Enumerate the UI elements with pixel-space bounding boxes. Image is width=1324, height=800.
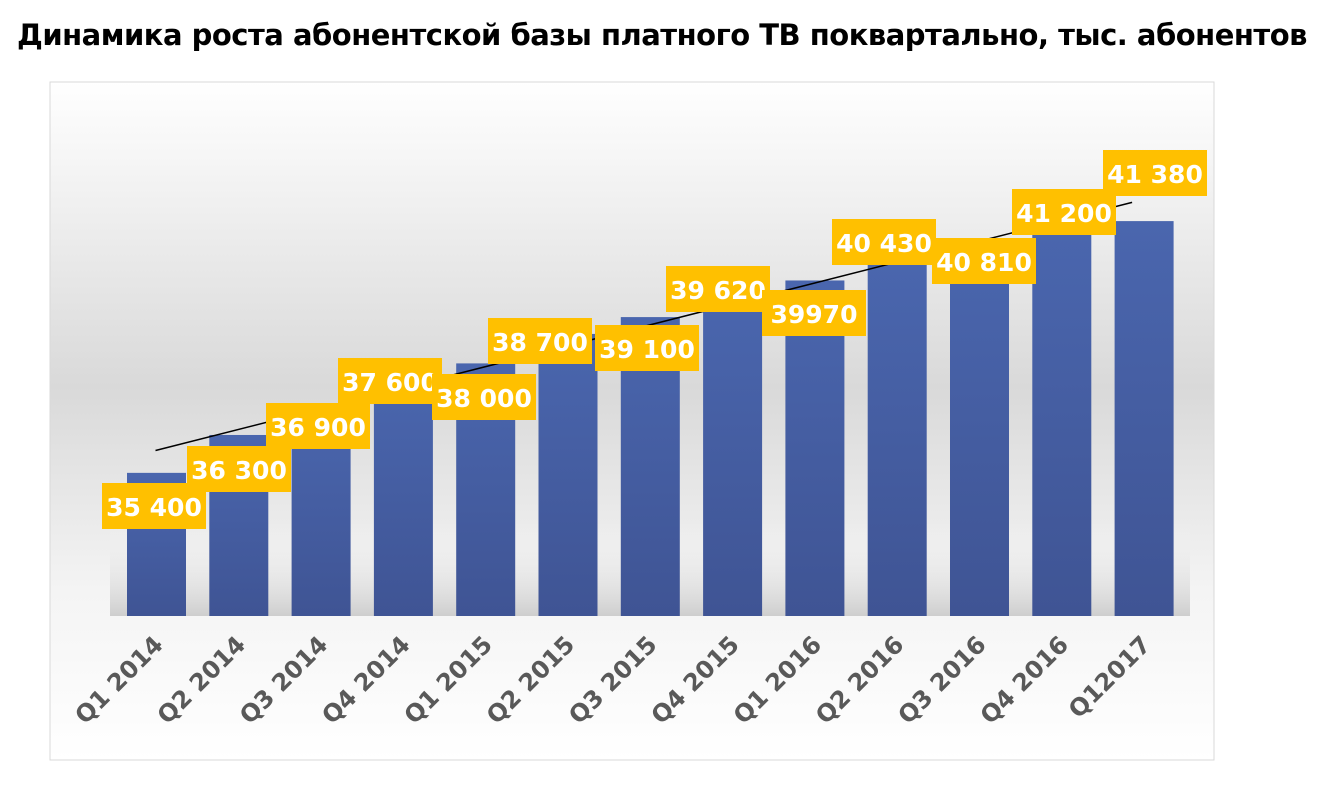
bar-q2-2016: [867, 261, 927, 616]
data-label-box: [187, 446, 291, 492]
data-label-text: 36 300: [191, 456, 287, 485]
data-label: 38 000: [432, 374, 536, 420]
data-label-box: [266, 403, 370, 449]
data-label-text: 41 380: [1107, 160, 1203, 189]
data-label-text: 41 200: [1016, 199, 1112, 228]
data-label-box: [932, 238, 1036, 284]
data-label-box: [666, 266, 770, 312]
data-label-box: [832, 219, 936, 265]
data-label: 41 380: [1103, 150, 1207, 196]
data-label-box: [1012, 189, 1116, 235]
bar-q4-2014: [373, 380, 433, 616]
data-label-box: [432, 374, 536, 420]
bar-q12017: [1114, 221, 1174, 617]
data-label-text: 40 810: [936, 248, 1032, 277]
data-label: 40 430: [832, 219, 936, 265]
data-label-box: [338, 358, 442, 404]
data-label-box: [762, 290, 866, 336]
data-label: 36 900: [266, 403, 370, 449]
data-label: 40 810: [932, 238, 1036, 284]
chart-title: Динамика роста абонентской базы платного…: [17, 18, 1308, 52]
data-label-text: 39 620: [670, 276, 766, 305]
bar-q1-2016: [785, 280, 845, 616]
data-label-text: 38 700: [492, 328, 588, 357]
data-label: 36 300: [187, 446, 291, 492]
bar-q4-2015: [703, 295, 763, 616]
data-label-box: [595, 325, 699, 371]
bar-q3-2016: [950, 245, 1009, 616]
data-label: 37 600: [338, 358, 442, 404]
data-label: 35 400: [102, 483, 206, 529]
data-label: 39 100: [595, 325, 699, 371]
data-label-text: 35 400: [106, 493, 202, 522]
data-label-text: 39 100: [599, 335, 695, 364]
bar-q4-2016: [1032, 228, 1092, 616]
data-label: 38 700: [488, 318, 592, 364]
data-label-text: 37 600: [342, 368, 438, 397]
data-label-text: 36 900: [270, 413, 366, 442]
data-label: 41 200: [1012, 189, 1116, 235]
data-label-box: [1103, 150, 1207, 196]
data-label-text: 39970: [771, 300, 858, 329]
data-label: 39 620: [666, 266, 770, 312]
data-label-box: [488, 318, 592, 364]
data-label: 39970: [762, 290, 866, 336]
data-label-text: 38 000: [436, 384, 532, 413]
data-label-text: 40 430: [836, 229, 932, 258]
bar-q2-2015: [538, 333, 598, 616]
